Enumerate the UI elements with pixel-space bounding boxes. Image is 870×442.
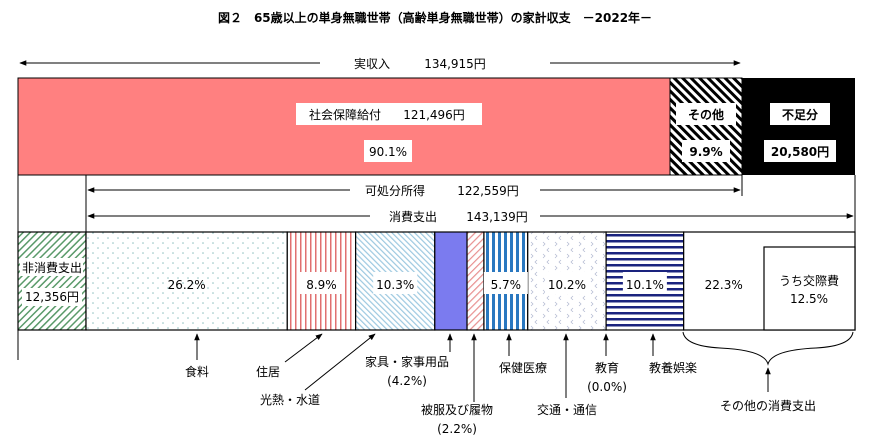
pct-label-0: 26.2% bbox=[168, 278, 206, 292]
social-expenses-pct: 12.5% bbox=[790, 292, 828, 306]
category-pct-3: (4.2%) bbox=[387, 374, 427, 388]
pct-label-5: 5.7% bbox=[491, 278, 522, 292]
disposable-value: 122,559円 bbox=[457, 184, 519, 198]
non-consumption-value: 12,356円 bbox=[25, 290, 79, 304]
deficit-label: 不足分 bbox=[782, 107, 818, 122]
social-security-value: 121,496円 bbox=[403, 108, 465, 122]
pct-label-2: 10.3% bbox=[376, 278, 414, 292]
category-label-6: 交通・通信 bbox=[537, 402, 597, 417]
pct-label-6: 10.2% bbox=[548, 278, 586, 292]
category-label-8: 教養娯楽 bbox=[649, 360, 697, 375]
other-brace bbox=[682, 331, 854, 366]
category-label-7: 教育 bbox=[595, 360, 619, 375]
callout-arrow-2 bbox=[304, 333, 376, 391]
chart-title: 図２ 65歳以上の単身無職世帯（高齢単身無職世帯）の家計収支 －2022年－ bbox=[218, 10, 652, 25]
category-label-3: 家具・家事用品 bbox=[365, 354, 449, 369]
category-label-5: 保健医療 bbox=[499, 361, 547, 375]
bar-non-consumption bbox=[17, 231, 87, 331]
income-value: 134,915円 bbox=[424, 57, 486, 71]
category-pct-7: (0.0%) bbox=[587, 380, 627, 394]
consumption-label: 消費支出 bbox=[389, 209, 437, 224]
disposable-label: 可処分所得 bbox=[365, 183, 425, 198]
deficit-value: 20,580円 bbox=[771, 145, 829, 159]
social-expenses-box bbox=[763, 246, 856, 331]
pct-label-1: 8.9% bbox=[306, 278, 337, 292]
non-consumption-label: 非消費支出 bbox=[22, 260, 82, 275]
pct-label-8: 10.1% bbox=[626, 278, 664, 292]
pct-label-9: 22.3% bbox=[705, 278, 743, 292]
social-expenses-label: うち交際費 bbox=[779, 273, 839, 288]
bar-0 bbox=[85, 231, 288, 331]
category-pct-4: (2.2%) bbox=[437, 422, 477, 436]
bar-3 bbox=[434, 231, 468, 331]
category-label-4: 被服及び履物 bbox=[421, 403, 493, 417]
social-security-pct: 90.1% bbox=[369, 145, 407, 159]
income-label: 実収入 bbox=[354, 56, 390, 71]
consumption-value: 143,139円 bbox=[466, 210, 528, 224]
other-income-pct: 9.9% bbox=[689, 145, 722, 159]
other-income-label: その他 bbox=[688, 107, 724, 122]
bar-social-security bbox=[17, 77, 671, 176]
callout-arrow-1 bbox=[284, 333, 323, 363]
category-label-9: その他の消費支出 bbox=[720, 398, 816, 413]
category-label-2: 光熱・水道 bbox=[260, 393, 320, 407]
bar-4 bbox=[466, 231, 485, 331]
category-label-0: 食料 bbox=[185, 364, 209, 379]
social-security-label: 社会保障給付 bbox=[309, 107, 381, 122]
category-label-1: 住居 bbox=[256, 365, 280, 379]
